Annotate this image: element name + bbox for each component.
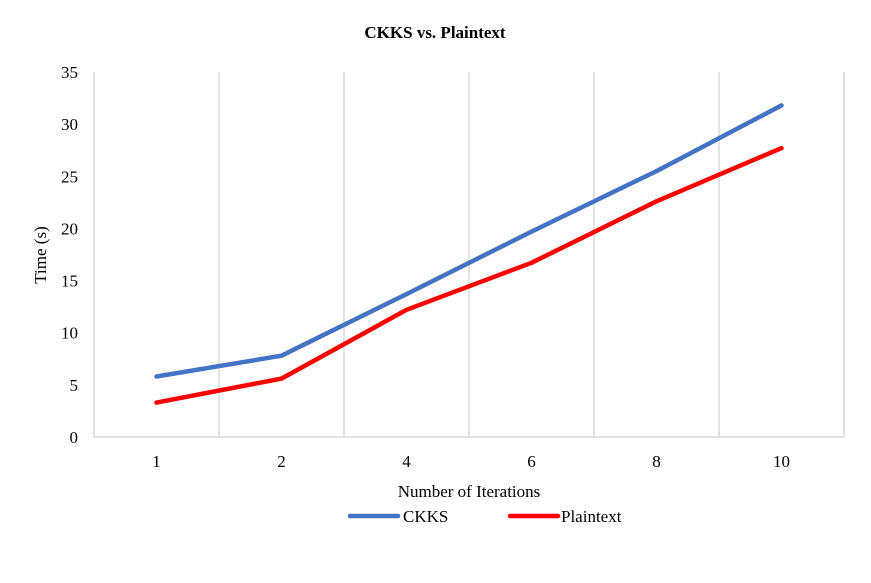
y-tick-label: 25	[61, 167, 78, 186]
y-tick-label: 5	[70, 376, 79, 395]
y-tick-labels: 0 5 10 15 20 25 30 35	[61, 63, 78, 447]
legend-label-ckks: CKKS	[403, 507, 448, 526]
series-lines	[154, 103, 784, 405]
y-tick-label: 15	[61, 272, 78, 291]
y-tick-label: 20	[61, 219, 78, 238]
chart-title: CKKS vs. Plaintext	[364, 23, 506, 42]
x-axis-label: Number of Iterations	[398, 482, 541, 501]
series-line-plaintext	[154, 145, 784, 405]
x-tick-label: 8	[652, 452, 661, 471]
axes	[93, 72, 845, 438]
x-tick-labels: 1 2 4 6 8 10	[152, 452, 790, 471]
x-tick-label: 10	[773, 452, 790, 471]
y-tick-label: 10	[61, 324, 78, 343]
legend: CKKS Plaintext	[347, 507, 622, 526]
legend-label-plaintext: Plaintext	[561, 507, 622, 526]
y-tick-label: 0	[70, 428, 79, 447]
series-line-ckks	[154, 103, 784, 379]
x-tick-label: 4	[402, 452, 411, 471]
x-tick-label: 2	[277, 452, 286, 471]
y-axis-label: Time (s)	[31, 226, 50, 283]
gridlines	[218, 72, 720, 437]
x-tick-label: 1	[152, 452, 161, 471]
y-tick-label: 30	[61, 115, 78, 134]
x-tick-label: 6	[527, 452, 536, 471]
y-tick-label: 35	[61, 63, 78, 82]
